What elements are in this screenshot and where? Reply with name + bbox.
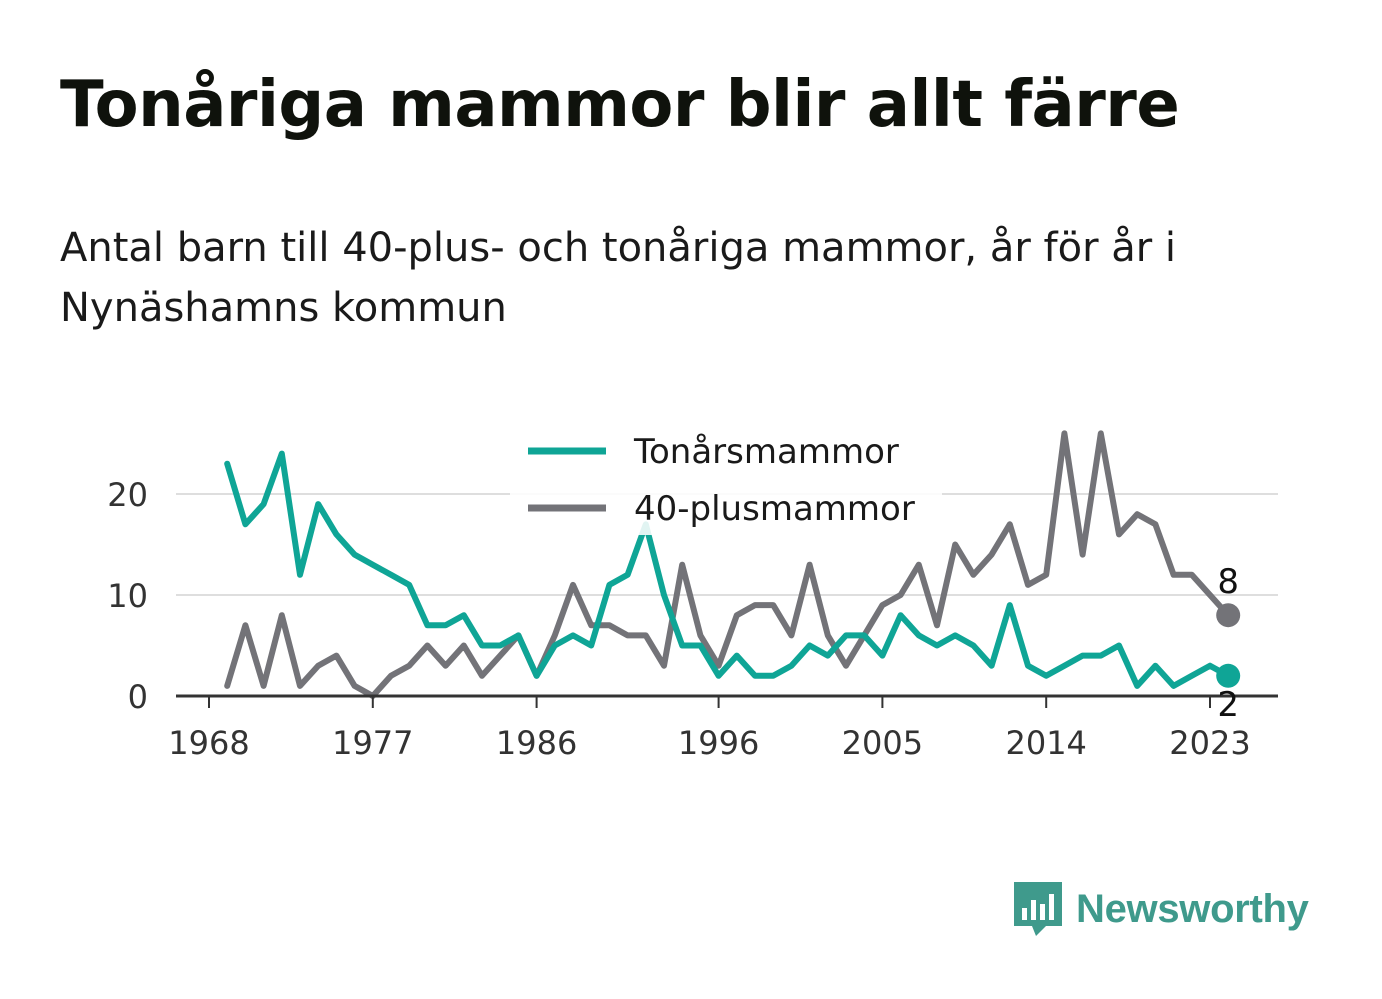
y-tick-label: 0	[128, 678, 148, 716]
x-tick-label: 1996	[678, 724, 759, 762]
y-tick-label: 10	[107, 577, 148, 615]
brand-name: Newsworthy	[1076, 886, 1309, 931]
x-tick-label: 1977	[332, 724, 413, 762]
chart-title: Tonåriga mammor blir allt färre	[60, 68, 1180, 142]
axes: 1968 1977 1986 1996 2005 2014 2023	[168, 694, 1278, 762]
end-point	[1216, 663, 1241, 688]
y-tick-label: 20	[107, 476, 148, 514]
x-tick-label: 1986	[496, 724, 577, 762]
series-line-0	[224, 450, 1232, 689]
x-tick-label: 2023	[1169, 724, 1250, 762]
x-tick-label: 1968	[168, 724, 249, 762]
end-label: 8	[1217, 562, 1239, 602]
series-lines	[224, 430, 1232, 699]
legend: Tonårsmammor 40-plusmammor	[510, 425, 942, 535]
legend-background	[510, 425, 942, 535]
newsworthy-brand: Newsworthy	[1010, 878, 1309, 940]
newsworthy-logo-icon	[1014, 882, 1062, 936]
grid-lines: 0 10 20	[107, 476, 1278, 716]
end-points: 28	[1216, 562, 1241, 725]
series-line-1	[224, 430, 1232, 699]
chart-subtitle: Antal barn till 40-plus- och tonåriga ma…	[60, 225, 1177, 331]
end-point	[1216, 603, 1241, 628]
x-tick-label: 2014	[1005, 724, 1086, 762]
end-label: 2	[1217, 685, 1239, 725]
legend-label: Tonårsmammor	[633, 432, 899, 472]
legend-label: 40-plusmammor	[634, 489, 915, 529]
x-tick-label: 2005	[842, 724, 923, 762]
